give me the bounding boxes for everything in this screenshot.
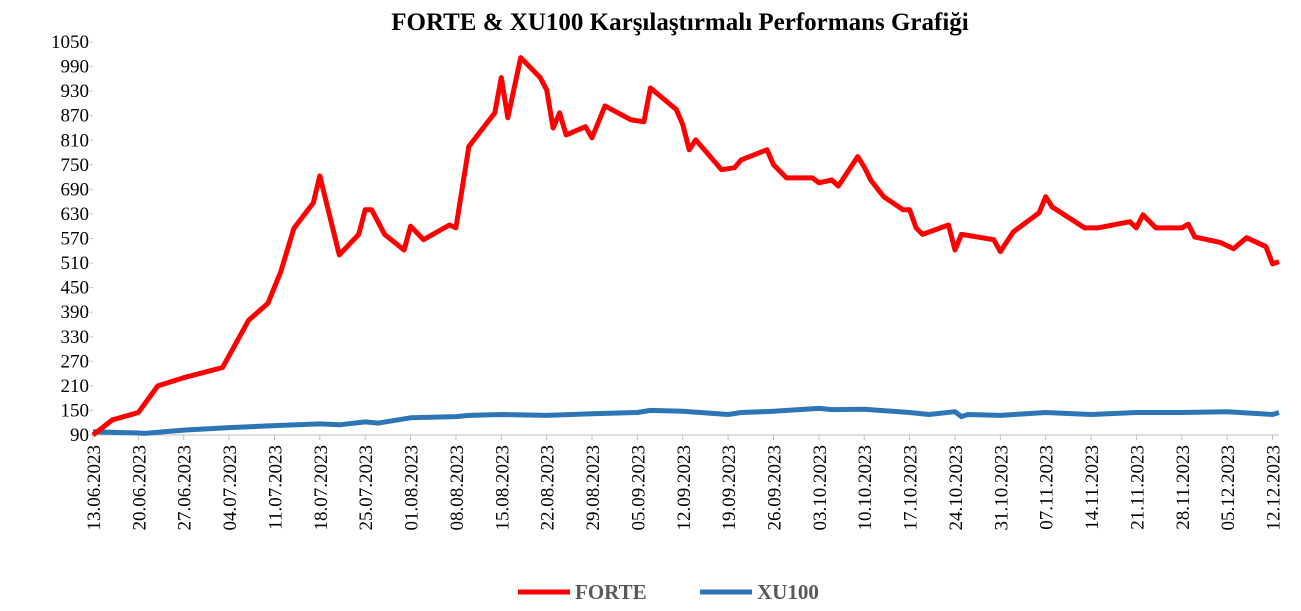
series-line bbox=[92, 405, 1280, 436]
x-tick-label: 05.12.2023 bbox=[1218, 445, 1239, 531]
legend-label: FORTE bbox=[575, 580, 647, 604]
y-tick-label: 690 bbox=[61, 179, 90, 200]
x-tick-label: 19.09.2023 bbox=[719, 445, 740, 531]
y-tick-label: 150 bbox=[61, 400, 90, 421]
y-tick-label: 510 bbox=[61, 253, 90, 274]
x-tick-label: 15.08.2023 bbox=[492, 445, 513, 531]
y-tick-label: 270 bbox=[61, 351, 90, 372]
x-tick-label: 24.10.2023 bbox=[946, 445, 967, 531]
x-tick-label: 01.08.2023 bbox=[402, 445, 423, 531]
y-tick-label: 1050 bbox=[51, 32, 89, 53]
x-tick-label: 04.07.2023 bbox=[220, 445, 241, 531]
y-tick-label: 450 bbox=[61, 278, 90, 299]
x-tick-label: 27.06.2023 bbox=[175, 445, 196, 531]
y-tick-label: 930 bbox=[61, 81, 90, 102]
y-tick-label: 570 bbox=[61, 229, 90, 250]
x-tick-label: 31.10.2023 bbox=[991, 445, 1012, 531]
x-tick-label: 12.09.2023 bbox=[674, 445, 695, 531]
x-tick-label: 29.08.2023 bbox=[583, 445, 604, 531]
y-tick-label: 990 bbox=[61, 57, 90, 78]
x-tick-label: 26.09.2023 bbox=[764, 445, 785, 531]
x-tick-label: 25.07.2023 bbox=[356, 445, 377, 531]
y-tick-label: 750 bbox=[61, 155, 90, 176]
x-tick-label: 17.10.2023 bbox=[901, 445, 922, 531]
x-tick-label: 10.10.2023 bbox=[855, 445, 876, 531]
y-tick-label: 870 bbox=[61, 106, 90, 127]
x-tick-label: 28.11.2023 bbox=[1173, 445, 1194, 530]
x-tick-label: 20.06.2023 bbox=[129, 445, 150, 531]
y-tick-label: 90 bbox=[70, 425, 89, 446]
x-tick-label: 21.11.2023 bbox=[1127, 445, 1148, 530]
y-tick-label: 210 bbox=[61, 376, 90, 397]
x-tick-label: 22.08.2023 bbox=[538, 445, 559, 531]
x-tick-label: 14.11.2023 bbox=[1082, 445, 1103, 530]
y-tick-label: 630 bbox=[61, 204, 90, 225]
series-line bbox=[91, 55, 1280, 437]
x-tick-label: 08.08.2023 bbox=[447, 445, 468, 531]
x-tick-label: 03.10.2023 bbox=[810, 445, 831, 531]
x-tick-label: 13.06.2023 bbox=[84, 445, 105, 531]
y-tick-label: 390 bbox=[61, 302, 90, 323]
y-tick-label: 330 bbox=[61, 327, 90, 348]
x-tick-label: 18.07.2023 bbox=[311, 445, 332, 531]
y-tick-label: 810 bbox=[61, 130, 90, 151]
x-tick-label: 11.07.2023 bbox=[265, 445, 286, 530]
chart-title: FORTE & XU100 Karşılaştırmalı Performans… bbox=[391, 9, 969, 36]
x-tick-label: 05.09.2023 bbox=[628, 445, 649, 531]
x-tick-label: 07.11.2023 bbox=[1037, 445, 1058, 530]
x-tick-label: 12.12.2023 bbox=[1264, 445, 1285, 531]
legend-label: XU100 bbox=[757, 580, 819, 604]
